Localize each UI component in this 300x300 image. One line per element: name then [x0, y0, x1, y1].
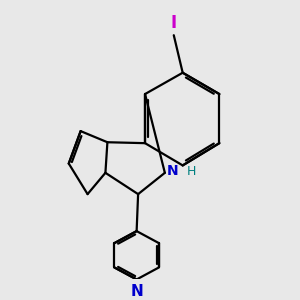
Text: I: I [171, 14, 177, 32]
Text: N: N [167, 164, 179, 178]
Text: N: N [130, 284, 143, 299]
Text: H: H [186, 165, 196, 178]
